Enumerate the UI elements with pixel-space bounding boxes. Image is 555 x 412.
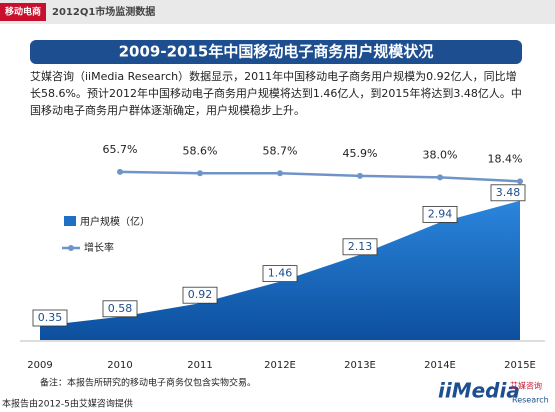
legend-label: 增长率	[84, 241, 114, 254]
growth-label: 18.4%	[488, 152, 523, 165]
data-label: 0.35	[38, 311, 63, 324]
growth-label: 38.0%	[423, 148, 458, 161]
x-tick-label: 2015E	[504, 360, 536, 371]
x-tick-label: 2009	[27, 360, 52, 371]
logo-sub: Research	[512, 396, 549, 405]
data-label: 2.94	[428, 207, 453, 220]
chart-title: 2009-2015年中国移动电子商务用户规模状况	[119, 43, 434, 61]
title-bar	[30, 40, 522, 64]
legend-swatch	[64, 216, 76, 226]
description: 艾媒咨询（iiMedia Research）数据显示，2011年中国移动电子商务…	[30, 70, 522, 117]
data-label-box	[102, 300, 138, 318]
growth-point	[437, 174, 443, 181]
legend-label: 用户规模（亿）	[80, 215, 150, 228]
data-label-box	[182, 286, 218, 304]
data-label-box	[262, 265, 298, 283]
data-label-box	[490, 184, 526, 202]
x-tick-label: 2010	[107, 360, 132, 371]
x-tick-label: 2013E	[344, 360, 376, 371]
data-label: 0.58	[108, 302, 133, 315]
logo-cn: 艾媒咨询	[510, 381, 542, 391]
growth-point	[117, 168, 123, 175]
data-label: 3.48	[496, 186, 521, 199]
x-tick-label: 2012E	[264, 360, 296, 371]
data-label: 2.13	[348, 240, 373, 253]
note: 备注：本报告所研究的移动电子商务仅包含实物交易。	[40, 377, 256, 389]
data-label-box	[342, 238, 378, 256]
data-label-box	[32, 309, 68, 327]
source: 本报告由2012-5由艾媒咨询提供	[2, 398, 133, 410]
x-tick-label: 2011	[187, 360, 212, 371]
area	[40, 200, 520, 340]
data-label-box	[422, 205, 458, 223]
header-tag: 移动电商	[5, 6, 41, 18]
x-tick-label: 2014E	[424, 360, 456, 371]
growth-point	[277, 170, 283, 177]
data-label: 0.92	[188, 288, 213, 301]
growth-label: 58.7%	[263, 144, 298, 157]
growth-label: 65.7%	[103, 143, 138, 156]
logo-brand: iiMedia	[438, 379, 520, 403]
growth-label: 58.6%	[183, 144, 218, 157]
growth-line	[119, 170, 521, 183]
header-tag-bg	[0, 3, 46, 21]
header-subtitle: 2012Q1市场监测数据	[52, 5, 155, 18]
growth-point	[357, 172, 363, 179]
data-label: 1.46	[268, 267, 293, 280]
legend-dot	[68, 245, 74, 251]
growth-label: 45.9%	[343, 147, 378, 160]
header-bar	[0, 0, 555, 24]
growth-point	[197, 170, 203, 177]
growth-point	[517, 178, 523, 185]
